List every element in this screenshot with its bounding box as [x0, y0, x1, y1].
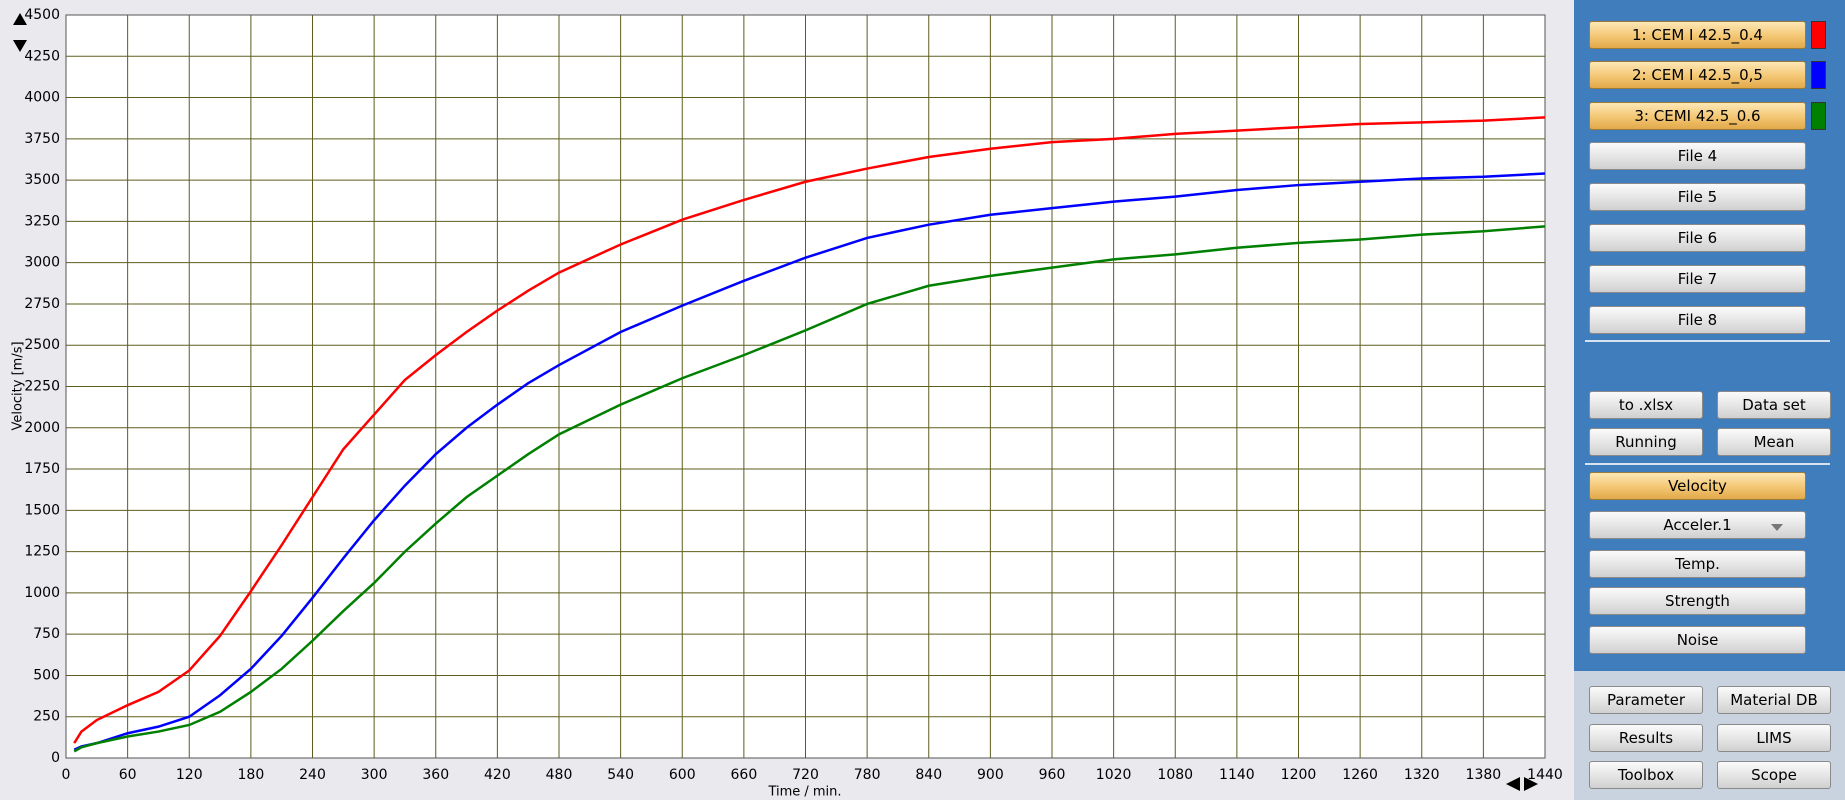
file-button[interactable]: File 4	[1589, 142, 1806, 170]
x-tick-label: 300	[361, 767, 388, 783]
series-button[interactable]: 2: CEM I 42.5_0,5	[1589, 61, 1806, 89]
file-button[interactable]: File 8	[1589, 306, 1806, 334]
tool-button[interactable]: Mean	[1717, 428, 1831, 456]
x-tick-label: 1260	[1342, 767, 1378, 783]
menu-button[interactable]: Material DB	[1717, 686, 1831, 714]
x-tick-label: 0	[62, 767, 71, 783]
mode-button[interactable]: Acceler.1	[1589, 511, 1806, 539]
data-line	[73, 225, 1546, 753]
x-tick-label: 900	[977, 767, 1004, 783]
x-tick-label: 1380	[1466, 767, 1502, 783]
menu-button[interactable]: LIMS	[1717, 724, 1831, 752]
y-tick-label: 2750	[24, 296, 60, 312]
y-tick-label: 2250	[24, 379, 60, 395]
x-tick-label: 240	[299, 767, 326, 783]
y-tick-label: 3000	[24, 255, 60, 271]
x-tick-label: 540	[607, 767, 634, 783]
y-tick-label: 3750	[24, 131, 60, 147]
x-tick-label: 960	[1039, 767, 1066, 783]
x-tick-label: 600	[669, 767, 696, 783]
tool-button[interactable]: Data set	[1717, 391, 1831, 419]
mode-button[interactable]: Noise	[1589, 626, 1806, 654]
tool-button[interactable]: to .xlsx	[1589, 391, 1703, 419]
menu-button[interactable]: Parameter	[1589, 686, 1703, 714]
x-tick-label: 360	[422, 767, 449, 783]
mode-button[interactable]: Strength	[1589, 587, 1806, 615]
y-tick-label: 2000	[24, 420, 60, 436]
x-tick-label: 1080	[1157, 767, 1193, 783]
y-tick-label: 250	[33, 709, 60, 725]
series-color-swatch	[1811, 61, 1826, 89]
x-tick-label: 1020	[1096, 767, 1132, 783]
series-color-swatch	[1811, 102, 1826, 130]
data-line	[73, 116, 1546, 744]
x-tick-label: 840	[915, 767, 942, 783]
x-tick-label: 720	[792, 767, 819, 783]
x-tick-label: 180	[238, 767, 265, 783]
x-axis-label: Time / min.	[767, 785, 841, 800]
series-button[interactable]: 1: CEM I 42.5_0.4	[1589, 21, 1806, 49]
y-tick-label: 4250	[24, 48, 60, 64]
y-tick-label: 1000	[24, 585, 60, 601]
x-tick-label: 660	[731, 767, 758, 783]
scroll-up-arrow[interactable]	[13, 13, 27, 25]
y-tick-label: 1250	[24, 544, 60, 560]
y-tick-label: 2500	[24, 337, 60, 353]
y-tick-label: 4000	[24, 90, 60, 106]
x-tick-label: 1320	[1404, 767, 1440, 783]
plot-border	[65, 14, 1546, 759]
mode-button[interactable]: Temp.	[1589, 550, 1806, 578]
chart: Velocity [m/s] Time / min. 0 250 500 750 100…	[11, 7, 1563, 800]
tool-button[interactable]: Running	[1589, 428, 1703, 456]
menu-button[interactable]: Scope	[1717, 761, 1831, 789]
series-button[interactable]: 3: CEMI 42.5_0.6	[1589, 102, 1806, 130]
scroll-down-arrow[interactable]	[13, 40, 27, 52]
data-line	[73, 172, 1546, 751]
y-tick-label: 500	[33, 667, 60, 683]
y-tick-label: 4500	[24, 7, 60, 23]
menu-button[interactable]: Toolbox	[1589, 761, 1703, 789]
x-tick-label: 120	[176, 767, 203, 783]
mode-button[interactable]: Velocity	[1589, 472, 1806, 500]
y-tick-label: 750	[33, 626, 60, 642]
y-tick-label: 0	[51, 750, 60, 766]
file-button[interactable]: File 6	[1589, 224, 1806, 252]
menu-button[interactable]: Results	[1589, 724, 1703, 752]
x-tick-label: 780	[854, 767, 881, 783]
scroll-left-arrow[interactable]	[1506, 777, 1520, 791]
separator	[1585, 463, 1830, 465]
file-button[interactable]: File 7	[1589, 265, 1806, 293]
x-tick-label: 420	[484, 767, 511, 783]
x-tick-label: 1440	[1527, 767, 1563, 783]
x-tick-label: 1200	[1281, 767, 1317, 783]
file-button[interactable]: File 5	[1589, 183, 1806, 211]
x-tick-label: 60	[119, 767, 137, 783]
y-tick-label: 3250	[24, 213, 60, 229]
y-tick-label: 1500	[24, 502, 60, 518]
y-axis-label: Velocity [m/s]	[11, 341, 26, 430]
y-tick-label: 1750	[24, 461, 60, 477]
scroll-right-arrow[interactable]	[1524, 777, 1538, 791]
separator	[1585, 340, 1830, 342]
x-tick-label: 480	[546, 767, 573, 783]
series-color-swatch	[1811, 21, 1826, 49]
y-tick-label: 3500	[24, 172, 60, 188]
x-tick-label: 1140	[1219, 767, 1255, 783]
